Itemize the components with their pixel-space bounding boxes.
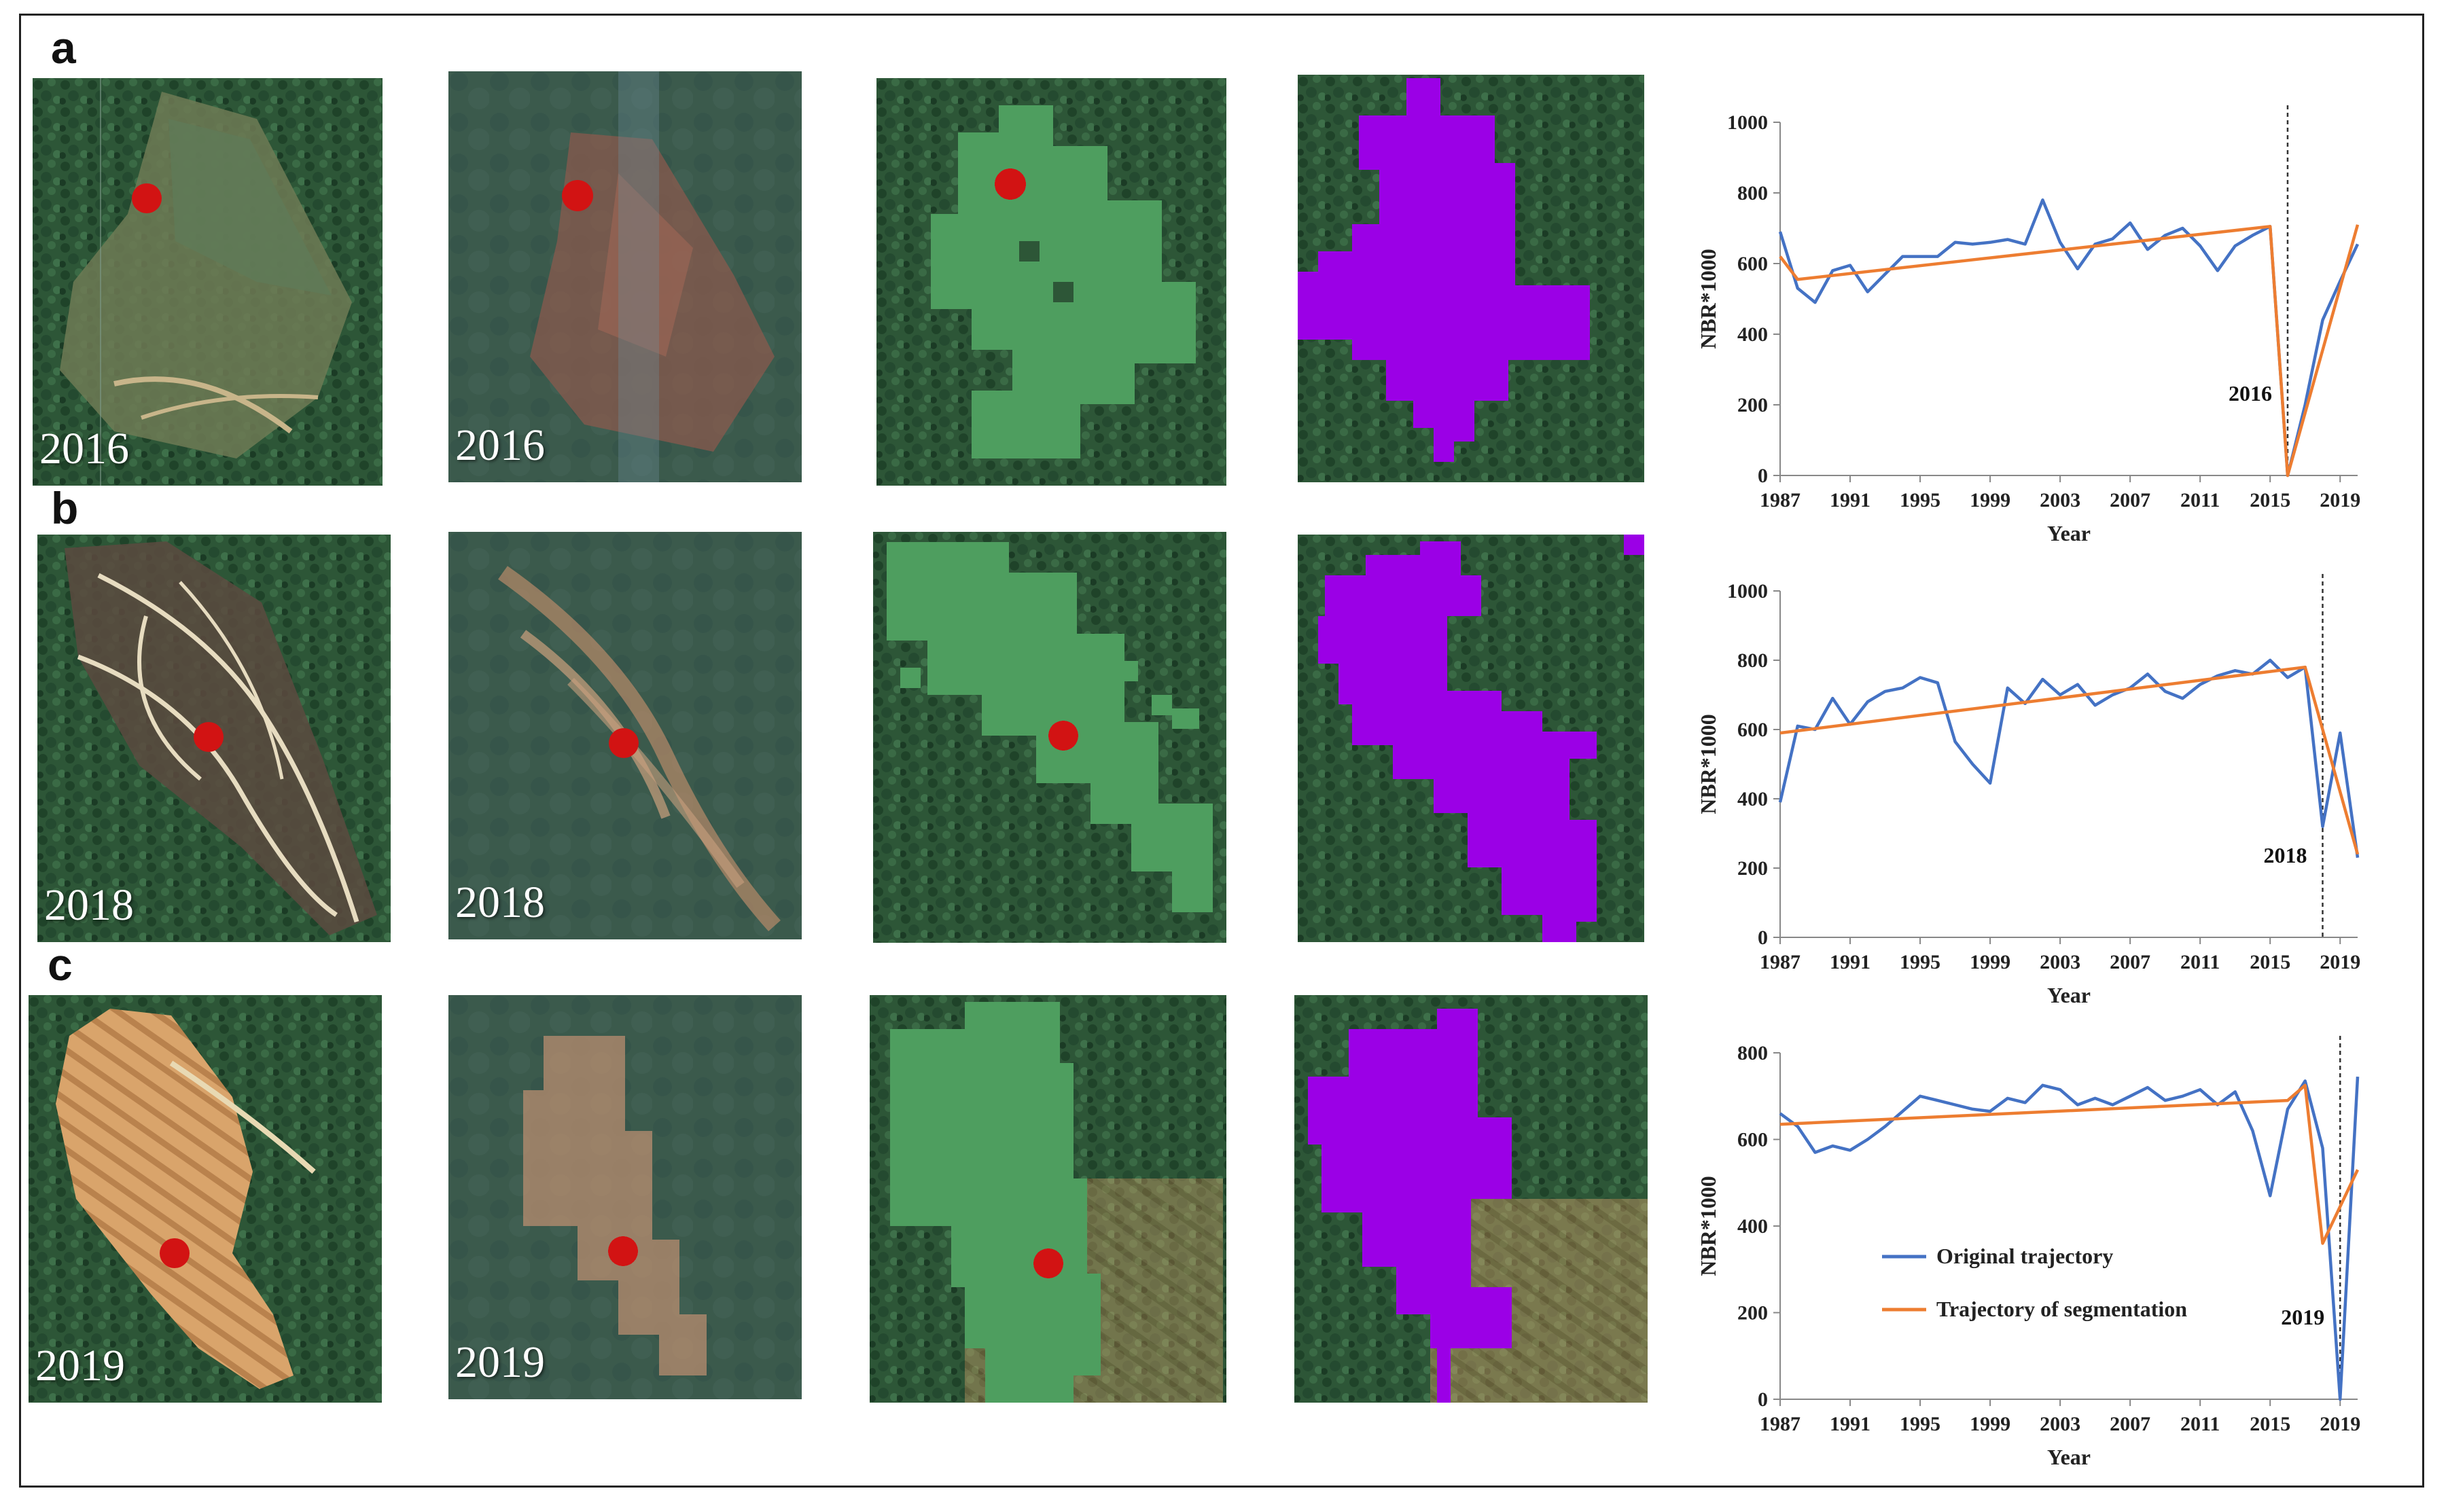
y-tick-label: 800 — [1737, 182, 1768, 204]
original-trajectory-line — [1778, 198, 2360, 478]
x-tick-label: 2015 — [2250, 1413, 2290, 1435]
x-tick-label: 1995 — [1900, 489, 1940, 511]
year-label-b2: 2018 — [455, 878, 545, 927]
original-trajectory-line — [1779, 1076, 2360, 1401]
y-tick-label: 400 — [1737, 1215, 1768, 1238]
nbr-chart-2016: 0 200 400 600 800 1000 1987 1991 1995 1999 2003 200… — [1696, 105, 2360, 545]
x-tick-label: 2003 — [2040, 951, 2080, 973]
x-tick-label: 1987 — [1760, 1413, 1800, 1435]
nbr-chart-2019: 0 200 400 600 800 1987 1991 1995 1999 2003 2007 201… — [1696, 1036, 2360, 1469]
year-label-b1: 2018 — [44, 880, 134, 930]
y-axis-title: NBR*1000 — [1696, 714, 1720, 814]
segmentation-trajectory-line — [1779, 1083, 2360, 1245]
panel-label-c: c — [48, 939, 73, 990]
panel-label-b: b — [51, 483, 79, 533]
tile-c-highres: 2019 — [29, 995, 382, 1403]
y-tick-label: 600 — [1737, 719, 1768, 741]
x-tick-label: 1999 — [1970, 489, 2010, 511]
x-tick-label: 1999 — [1970, 951, 2010, 973]
y-tick-label: 1000 — [1727, 111, 1768, 134]
y-tick-label: 400 — [1737, 788, 1768, 810]
y-tick-label: 600 — [1737, 253, 1768, 275]
tile-a-highres: 2016 — [33, 78, 383, 486]
y-tick-label: 0 — [1758, 1388, 1768, 1411]
x-tick-label: 1995 — [1900, 951, 1940, 973]
y-tick-label: 400 — [1737, 323, 1768, 346]
x-tick-label: 2007 — [2110, 951, 2150, 973]
tile-c-segmentation — [1294, 995, 1648, 1403]
x-tick-label: 2015 — [2250, 951, 2290, 973]
x-tick-label: 2019 — [2320, 951, 2360, 973]
y-tick-label: 200 — [1737, 857, 1768, 880]
figure-frame — [19, 14, 2424, 1488]
x-tick-label: 1991 — [1830, 1413, 1870, 1435]
tile-a-landsat: 2016 — [448, 71, 802, 482]
year-label-a1: 2016 — [39, 424, 129, 473]
x-tick-label: 2015 — [2250, 489, 2290, 511]
y-tick-label: 800 — [1737, 649, 1768, 672]
sample-point-marker — [132, 183, 162, 213]
tile-c-landsat: 2019 — [448, 995, 802, 1399]
x-tick-label: 1999 — [1970, 1413, 2010, 1435]
tile-b-highres: 2018 — [37, 535, 391, 942]
x-axis-title: Year — [2047, 983, 2091, 1007]
x-tick-label: 1987 — [1760, 489, 1800, 511]
y-tick-label: 600 — [1737, 1129, 1768, 1151]
y-axis-title: NBR*1000 — [1696, 249, 1720, 349]
event-year-annotation: 2019 — [2281, 1305, 2324, 1329]
y-tick-label: 800 — [1737, 1042, 1768, 1064]
y-axis-title: NBR*1000 — [1696, 1176, 1720, 1276]
tile-b-landsat: 2018 — [448, 532, 802, 939]
segmentation-trajectory-line — [1779, 224, 2360, 478]
x-axis-title: Year — [2047, 521, 2091, 545]
tile-b-segmentation — [1298, 535, 1644, 942]
x-tick-label: 2003 — [2040, 489, 2080, 511]
segmentation-trajectory-line — [1779, 665, 2360, 855]
event-year-annotation: 2016 — [2229, 381, 2272, 406]
x-tick-label: 1987 — [1760, 951, 1800, 973]
x-tick-label: 1991 — [1830, 489, 1870, 511]
year-label-c2: 2019 — [455, 1337, 545, 1387]
year-label-c1: 2019 — [35, 1341, 125, 1390]
x-tick-label: 1991 — [1830, 951, 1870, 973]
x-axis-title: Year — [2047, 1445, 2091, 1469]
event-year-annotation: 2018 — [2263, 843, 2307, 867]
x-tick-label: 2011 — [2180, 951, 2220, 973]
tile-b-disturbance — [873, 532, 1226, 943]
y-tick-label: 200 — [1737, 394, 1768, 416]
x-tick-label: 2011 — [2180, 489, 2220, 511]
tile-a-segmentation — [1298, 75, 1644, 482]
x-tick-label: 2011 — [2180, 1413, 2220, 1435]
x-tick-label: 2007 — [2110, 489, 2150, 511]
y-tick-label: 1000 — [1727, 580, 1768, 602]
x-tick-label: 2019 — [2320, 1413, 2360, 1435]
tile-a-disturbance — [876, 78, 1226, 486]
tile-c-disturbance — [870, 995, 1226, 1403]
y-tick-label: 0 — [1758, 926, 1768, 949]
year-label-a2: 2016 — [455, 420, 545, 470]
x-tick-label: 2019 — [2320, 489, 2360, 511]
legend-entry: Trajectory of segmentation — [1936, 1297, 2187, 1321]
x-tick-label: 2007 — [2110, 1413, 2150, 1435]
original-trajectory-line — [1778, 658, 2360, 859]
legend-entry: Original trajectory — [1936, 1244, 2113, 1268]
x-tick-label: 2003 — [2040, 1413, 2080, 1435]
panel-label-a: a — [51, 22, 76, 73]
x-tick-label: 1995 — [1900, 1413, 1940, 1435]
y-tick-label: 200 — [1737, 1302, 1768, 1325]
y-tick-label: 0 — [1758, 465, 1768, 487]
nbr-chart-2018: 0 200 400 600 800 1000 1987 1991 1995 1999 2003 200… — [1696, 574, 2360, 1007]
